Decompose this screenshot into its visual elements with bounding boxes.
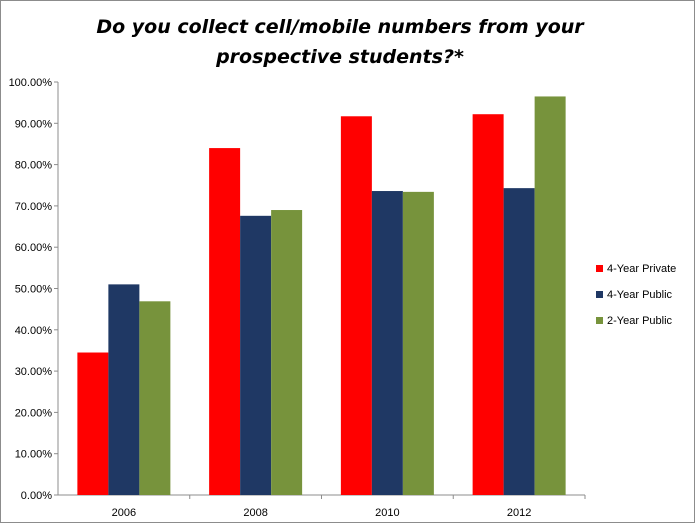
y-tick-label: 40.00% (15, 325, 53, 337)
y-axis-ticks: 0.00% 10.00% 20.00% 30.00% 40.00% 50.00% 60.00… (9, 77, 58, 502)
y-tick-label: 70.00% (15, 201, 53, 213)
legend-swatch (596, 265, 603, 272)
bar (240, 215, 272, 495)
y-tick-label: 20.00% (15, 407, 53, 419)
y-tick-label: 0.00% (21, 490, 52, 502)
y-tick-label: 100.00% (9, 77, 53, 89)
x-tick-label: 2012 (507, 507, 531, 519)
x-tick-label: 2010 (375, 507, 399, 519)
bar (108, 284, 140, 495)
y-tick-label: 90.00% (15, 118, 53, 130)
bar (77, 352, 109, 495)
chart-title: Do you collect cell/mobile numbers from … (60, 12, 620, 72)
chart-legend: 4-Year Private 4-Year Public 2-Year Public (596, 263, 676, 327)
legend-label: 4-Year Private (607, 263, 676, 275)
x-axis-ticks: 2006 2008 2010 2012 (112, 495, 586, 519)
y-tick-label: 30.00% (15, 366, 53, 378)
bar (139, 301, 171, 495)
legend-swatch (596, 317, 603, 324)
bar (503, 188, 535, 496)
x-tick-label: 2006 (112, 507, 136, 519)
x-tick-label: 2008 (243, 507, 267, 519)
y-tick-label: 50.00% (15, 284, 53, 296)
bar (402, 191, 434, 495)
legend-swatch (596, 291, 603, 298)
y-tick-label: 80.00% (15, 160, 53, 172)
y-tick-label: 60.00% (15, 242, 53, 254)
chart-title-line-1: Do you collect cell/mobile numbers from … (96, 16, 584, 38)
y-tick-label: 10.00% (15, 449, 53, 461)
legend-label: 2-Year Public (607, 315, 673, 327)
bar (271, 210, 303, 495)
bar (472, 114, 504, 496)
chart-title-line-2: prospective students?* (216, 46, 464, 68)
bar (534, 96, 566, 495)
legend-label: 4-Year Public (607, 289, 673, 301)
bar (340, 116, 372, 496)
bar (371, 191, 403, 496)
bar (209, 148, 241, 495)
chart-bars (77, 96, 566, 496)
